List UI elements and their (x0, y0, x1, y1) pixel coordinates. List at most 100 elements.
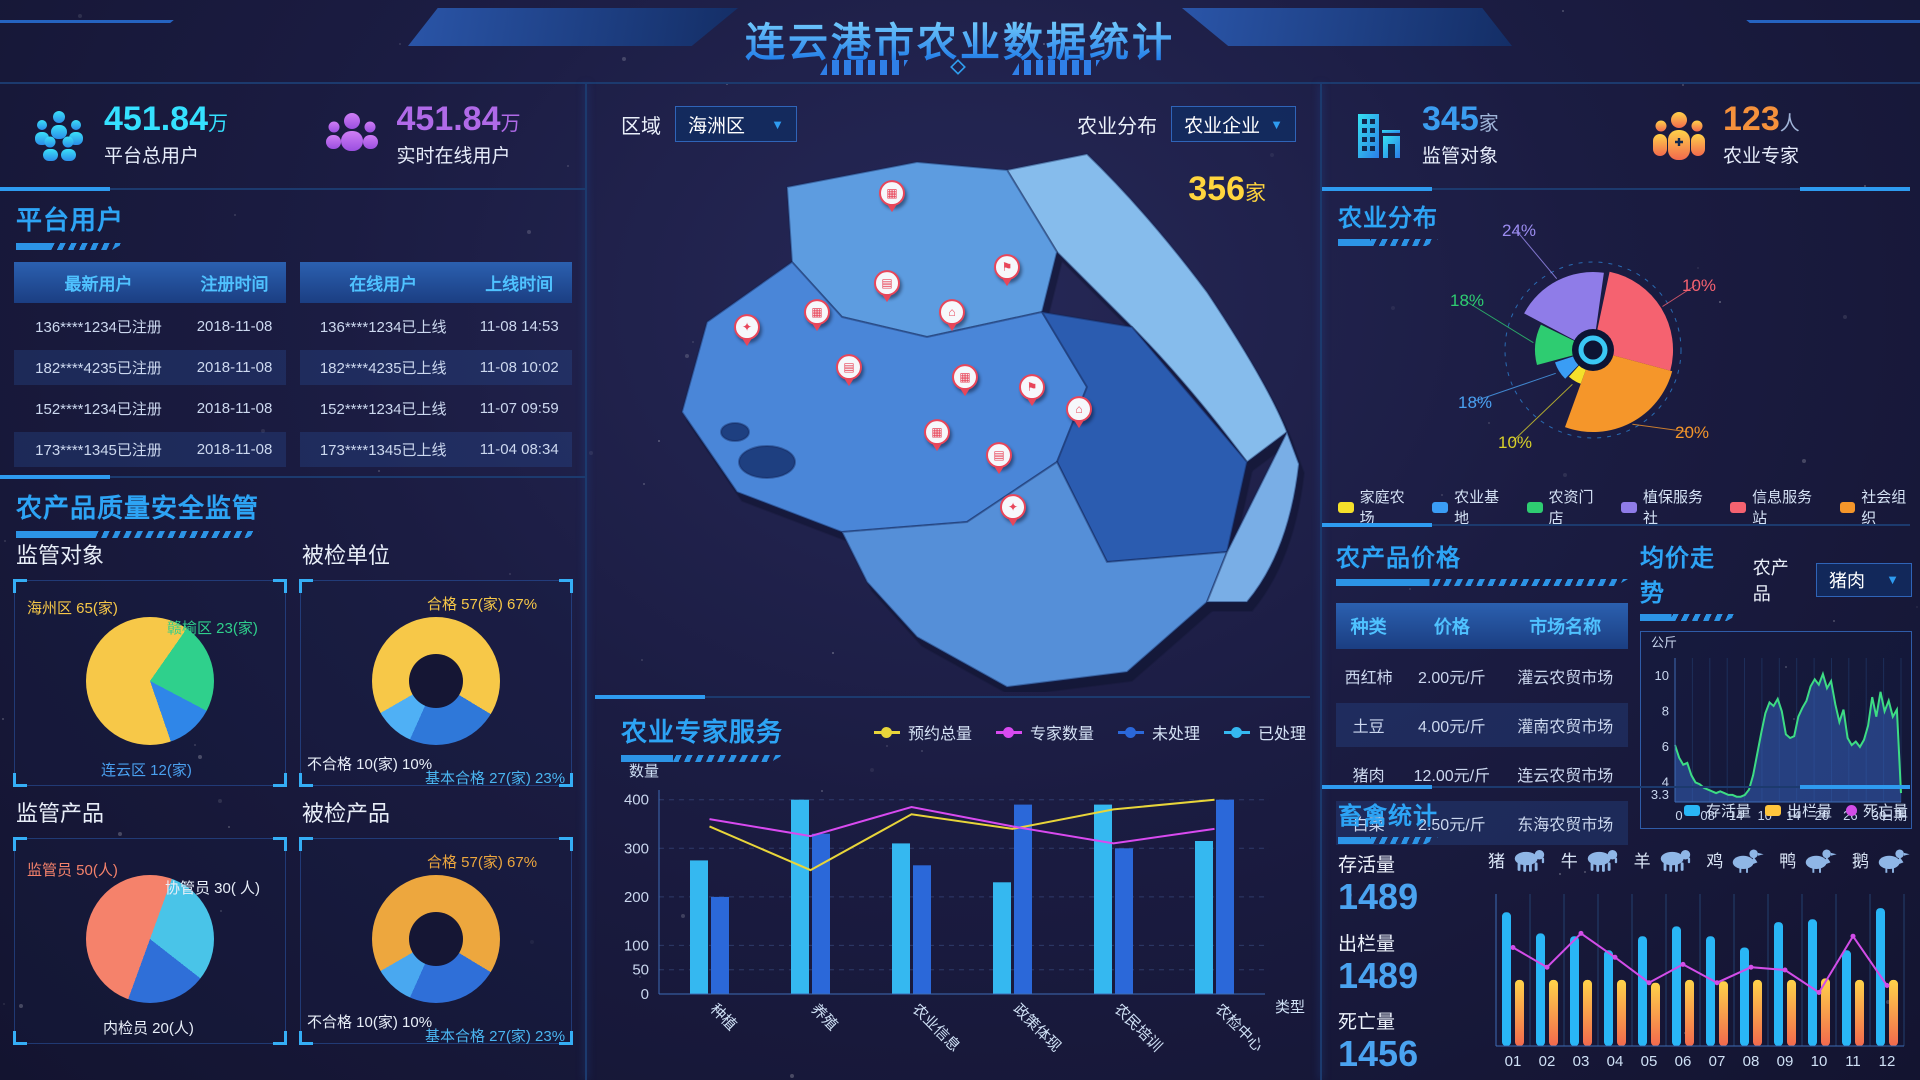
separator (0, 188, 585, 190)
legend-item[interactable]: 专家数量 (996, 720, 1094, 744)
table-row: 173****1345已上线 11-04 08:34 (300, 432, 572, 467)
legend-item[interactable]: 出栏量 (1765, 800, 1832, 821)
agri-distribution-rose-chart[interactable]: 24% 10% 20% 10% 18% 18% (1330, 216, 1910, 482)
pie-slice-label: 内检员 20(人) (103, 1017, 194, 1038)
svg-text:50: 50 (632, 962, 649, 979)
map-marker-pin[interactable]: ⌂ (939, 299, 965, 325)
legend-item[interactable]: 植保服务社 (1621, 486, 1716, 528)
map-marker-pin[interactable]: ✦ (1000, 494, 1026, 520)
left-stats-row: 451.84万 平台总用户 451.84万 实时在线用户 (0, 90, 585, 180)
legend-label: 预约总量 (908, 720, 972, 744)
register-users-table[interactable]: 最新用户 注册时间 136****1234已注册 2018-11-08 182****4… (14, 256, 286, 473)
legend-item[interactable]: 农资门店 (1527, 486, 1607, 528)
legend-marker (1840, 502, 1856, 513)
platform-users-title: 平台用户 (16, 200, 124, 250)
legend-item[interactable]: 信息服务站 (1730, 486, 1825, 528)
stat-label: 农业专家 (1723, 141, 1800, 168)
pie-slice-label: 赣榆区 23(家) (167, 617, 258, 638)
livestock-stat: 死亡量 1456 (1338, 1007, 1484, 1074)
legend-marker (1684, 805, 1700, 816)
separator (1322, 524, 1910, 526)
map-marker-pin[interactable]: ▤ (836, 354, 862, 380)
animal-item[interactable]: 猪 (1488, 846, 1548, 873)
legend-item[interactable]: 存活量 (1684, 800, 1751, 821)
stat-value: 1456 (1338, 1034, 1484, 1074)
pie-slice-label: 基本合格 27(家) 23% (425, 1025, 565, 1046)
map-marker-pin[interactable]: ▤ (874, 270, 900, 296)
animals-row: 猪牛羊鸡鸭鹅 (1488, 846, 1912, 873)
chart-frame: 海州区 65(家) 赣榆区 23(家) 连云区 12(家) (14, 580, 286, 786)
svg-text:农业信息: 农业信息 (909, 1001, 963, 1055)
product-select[interactable]: 猪肉 ▼ (1816, 563, 1912, 597)
legend-item[interactable]: 已处理 (1224, 720, 1306, 744)
online-users-icon (323, 109, 381, 161)
legend-label: 植保服务社 (1643, 486, 1716, 528)
inspected-products-donut-chart[interactable] (372, 875, 500, 1003)
stat-unit: 万 (208, 113, 228, 135)
legend-item[interactable]: 预约总量 (874, 720, 972, 744)
map-marker-pin[interactable]: ▦ (924, 419, 950, 445)
map-marker-pin[interactable]: ⌂ (1066, 396, 1092, 422)
livestock-stat: 出栏量 1489 (1338, 929, 1484, 996)
map-marker-pin[interactable]: ▦ (804, 299, 830, 325)
pie-slice-label: 不合格 10(家) 10% (307, 1011, 432, 1032)
svg-text:09: 09 (1777, 1053, 1794, 1070)
legend-item[interactable]: 社会组织 (1840, 486, 1920, 528)
stat-supervised-objects: 345家 监管对象 (1322, 90, 1621, 180)
legend-marker (1432, 502, 1448, 513)
stat-value: 1489 (1338, 877, 1484, 917)
legend-item[interactable]: 家庭农场 (1338, 486, 1418, 528)
svg-text:0: 0 (641, 986, 649, 1003)
pie-slice-label: 合格 57(家) 67% (427, 851, 537, 872)
livestock-animal-icon (1656, 846, 1694, 873)
section-title: 畜禽统计 (1338, 796, 1438, 831)
expert-service-chart[interactable]: 400 300 200 100 50 0 种植 养殖 农业信息 政策体现 农民培训 农检中心 数量类型 (595, 760, 1311, 1078)
stat-value: 1489 (1338, 956, 1484, 996)
svg-text:06: 06 (1675, 1053, 1692, 1070)
poultry-animal-icon (1728, 846, 1766, 873)
svg-text:10: 10 (1811, 1053, 1828, 1070)
expert-section-head: 农业专家服务 预约总量 专家数量 未处理 已处理 (621, 712, 1306, 762)
livestock-stat: 存活量 1489 (1338, 850, 1484, 917)
legend-marker (1527, 502, 1543, 513)
legend-item[interactable]: 农业基地 (1432, 486, 1512, 528)
stat-value: 451.84 (397, 100, 501, 138)
table-row: 182****4235已上线 11-08 10:02 (300, 350, 572, 385)
stat-total-users: 451.84万 平台总用户 (0, 90, 293, 180)
legend-item[interactable]: 死亡量 (1846, 800, 1908, 821)
animal-item[interactable]: 羊 (1634, 846, 1694, 873)
table-row: 土豆 4.00元/斤 灌南农贸市场 (1336, 703, 1628, 747)
legend-label: 出栏量 (1787, 800, 1832, 821)
inspected-units-donut-chart[interactable] (372, 617, 500, 745)
section-title: 农业专家服务 (621, 712, 783, 749)
animal-item[interactable]: 鹅 (1852, 846, 1912, 873)
map-marker-pin[interactable]: ▤ (986, 442, 1012, 468)
poultry-animal-icon (1801, 846, 1839, 873)
stat-unit: 人 (1780, 113, 1800, 135)
pie-slice-label: 不合格 10(家) 10% (307, 753, 432, 774)
animal-item[interactable]: 鸭 (1779, 846, 1839, 873)
map-marker-pin[interactable]: ▦ (879, 180, 905, 206)
stat-label: 实时在线用户 (397, 141, 521, 168)
map-marker-pin[interactable]: ✦ (734, 314, 760, 340)
svg-text:02: 02 (1539, 1053, 1556, 1070)
separator (1322, 786, 1910, 788)
online-users-table[interactable]: 在线用户 上线时间 136****1234已上线 11-08 14:53 182****… (300, 256, 572, 473)
section-title: 农产品质量安全监管 (16, 488, 259, 525)
map-marker-pin[interactable]: ⚑ (994, 254, 1020, 280)
map-marker-pin[interactable]: ▦ (952, 364, 978, 390)
animal-item[interactable]: 鸡 (1706, 846, 1766, 873)
svg-text:100: 100 (624, 937, 649, 954)
legend-item[interactable]: 未处理 (1118, 720, 1200, 744)
left-panel: 451.84万 平台总用户 451.84万 实时在线用户 (0, 84, 585, 1080)
animal-item[interactable]: 牛 (1561, 846, 1621, 873)
expert-title-block: 农业专家服务 (621, 712, 783, 762)
quality-title: 农产品质量安全监管 (16, 488, 259, 538)
livestock-chart[interactable]: 01 02 03 04 05 06 07 08 09 10 11 12 (1486, 886, 1910, 1072)
city-map[interactable]: ▦ ▤ ⚑ ⌂ ▦ ✦ ▤ ▦ ⚑ ⌂ ▦ ▤ ✦ (587, 132, 1317, 692)
chevron-down-icon: ▼ (1270, 117, 1283, 132)
stat-unit: 万 (501, 113, 521, 135)
stat-label: 存活量 (1338, 850, 1484, 877)
map-marker-pin[interactable]: ⚑ (1019, 374, 1045, 400)
svg-text:10%: 10% (1498, 433, 1532, 452)
